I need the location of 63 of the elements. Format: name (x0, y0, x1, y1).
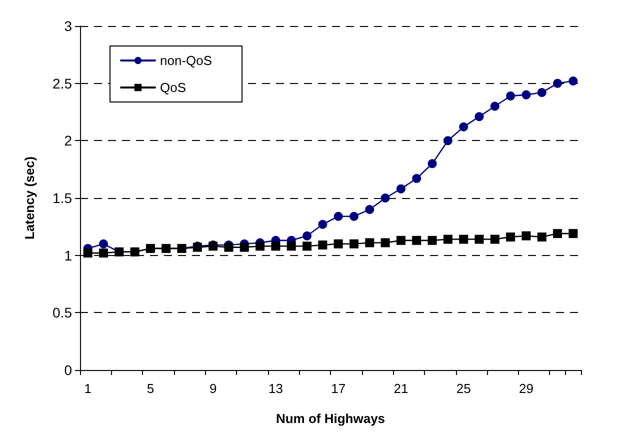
point (553, 229, 562, 238)
point (537, 232, 546, 242)
point (380, 238, 390, 248)
point (459, 122, 468, 132)
x-tick-label: 9 (209, 381, 217, 396)
point (271, 242, 280, 251)
point (443, 136, 452, 146)
point (537, 88, 546, 98)
point (224, 242, 234, 252)
x-tick-label: 17 (331, 381, 346, 396)
point (318, 220, 328, 229)
point (334, 212, 343, 221)
y-tick-label: 1.5 (52, 190, 72, 206)
point (522, 231, 531, 240)
x-tick-label: 29 (518, 381, 534, 396)
y-tick-label: 0 (64, 362, 72, 378)
x-axis-title: Num of Highways (276, 411, 386, 426)
point (396, 236, 406, 245)
y-tick-label: 0.5 (52, 304, 72, 321)
point (459, 234, 468, 244)
y-axis-title: Latency (sec) (22, 156, 37, 240)
y-tick-label: 2 (64, 132, 72, 149)
point (240, 242, 249, 252)
point (365, 238, 374, 248)
point (302, 242, 312, 251)
point (412, 174, 422, 184)
point (349, 212, 358, 221)
point (428, 159, 437, 168)
point (334, 239, 343, 248)
point (443, 234, 452, 244)
point (412, 236, 422, 245)
x-tick-label: 25 (456, 381, 471, 396)
point (98, 239, 108, 248)
point (522, 90, 531, 100)
point (506, 91, 516, 100)
point (349, 239, 358, 248)
point (428, 236, 437, 245)
point (365, 204, 374, 214)
legend-label: QoS (160, 80, 186, 95)
x-tick-label: 5 (146, 381, 154, 396)
point (396, 184, 406, 194)
legend-label: non-QoS (160, 53, 212, 68)
y-tick-label: 3 (64, 18, 72, 34)
point (490, 234, 500, 244)
point (474, 112, 484, 122)
x-tick-label: 21 (394, 381, 408, 396)
point (318, 240, 328, 250)
point (568, 76, 578, 86)
point (380, 194, 390, 202)
x-tick-label: 1 (84, 381, 92, 396)
point (98, 248, 108, 258)
point (83, 248, 92, 258)
point (568, 229, 578, 238)
point (286, 242, 296, 251)
point (553, 78, 562, 88)
point (474, 234, 484, 244)
point (256, 242, 265, 251)
y-tick-label: 2.5 (52, 75, 72, 92)
y-tick-label: 1 (64, 247, 72, 264)
x-tick-label: 13 (268, 381, 283, 396)
point (506, 232, 516, 242)
point (490, 102, 500, 111)
point (302, 231, 312, 240)
